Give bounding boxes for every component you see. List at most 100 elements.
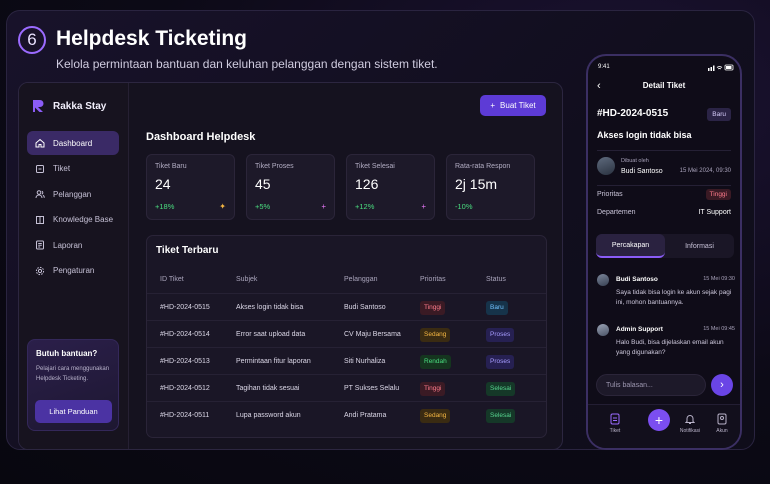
status-badge: Baru xyxy=(707,108,731,121)
home-icon xyxy=(35,138,45,148)
tab-percakapan[interactable]: Percakapan xyxy=(596,234,665,258)
sidebar-item-laporan[interactable]: Laporan xyxy=(27,233,119,257)
sidebar-item-pelanggan[interactable]: Pelanggan xyxy=(27,182,119,206)
create-ticket-button[interactable]: + Buat Tiket xyxy=(480,95,546,116)
priority-cell: Sedang xyxy=(420,402,451,429)
column-header[interactable]: Prioritas xyxy=(420,276,446,283)
recent-tickets-panel: Tiket Terbaru ID Tiket Subjek Pelanggan … xyxy=(146,235,547,438)
bell-icon xyxy=(675,413,705,425)
priority-cell: Sedang xyxy=(420,321,451,348)
avatar xyxy=(597,274,609,286)
sidebar-item-label: Knowledge Base xyxy=(53,215,114,224)
status-badge: Selesai xyxy=(486,381,516,396)
stat-card-new: Tiket Baru 24 +18% ✦ xyxy=(146,154,235,220)
author-name: Budi Santoso xyxy=(621,168,663,175)
ticket-icon xyxy=(35,164,45,174)
help-box: Butuh bantuan? Pelajari cara menggunakan… xyxy=(27,339,119,431)
priority-label: Prioritas xyxy=(597,191,623,198)
nav-item-tiket[interactable]: Tiket xyxy=(600,413,630,434)
ticket-subject: Tagihan tidak sesuai xyxy=(236,385,300,392)
help-title: Butuh bantuan? xyxy=(36,349,98,358)
stat-value: 24 xyxy=(155,176,171,192)
help-description: Pelajari cara menggunakan Helpdesk Ticke… xyxy=(36,366,110,382)
back-arrow-icon[interactable]: ‹ xyxy=(597,80,601,92)
new-ticket-fab-button[interactable]: + xyxy=(648,409,670,431)
sidebar-item-tiket[interactable]: Tiket xyxy=(27,157,119,181)
divider xyxy=(597,185,731,186)
sidebar-item-dashboard[interactable]: Dashboard xyxy=(27,131,119,155)
priority-cell: Tinggi xyxy=(420,294,446,321)
status-badge: Baru xyxy=(486,300,508,315)
table-row[interactable]: #HD-2024-0512 Tagihan tidak sesuai PT Su… xyxy=(147,374,546,401)
stat-card-process: Tiket Proses 45 +5% + xyxy=(246,154,335,220)
recent-tickets-title: Tiket Terbaru xyxy=(156,245,219,256)
user-icon xyxy=(707,413,737,425)
ticket-subject: Permintaan fitur laporan xyxy=(236,358,311,365)
stat-change: -10% xyxy=(455,202,473,211)
created-date: 15 Mei 2024, 09:30 xyxy=(679,168,731,174)
plus-icon: + xyxy=(421,202,426,211)
stat-change: +5% xyxy=(255,202,271,211)
status-badge: Selesai xyxy=(486,408,516,423)
ticket-id: #HD-2024-0512 xyxy=(160,385,210,392)
ticket-customer: Siti Nurhaliza xyxy=(344,358,386,365)
signal-wifi-battery-icon xyxy=(708,64,734,73)
reply-input[interactable]: Tulis balasan... xyxy=(596,374,706,396)
tab-informasi[interactable]: Informasi xyxy=(685,242,714,250)
message-author: Admin Support xyxy=(616,326,663,333)
phone-tabs: Percakapan Informasi xyxy=(596,234,734,258)
sidebar-item-pengaturan[interactable]: Pengaturan xyxy=(27,259,119,283)
ticket-subject: Error saat upload data xyxy=(236,331,306,338)
ticket-icon xyxy=(600,413,630,425)
column-header[interactable]: Status xyxy=(486,276,506,283)
status-badge: Proses xyxy=(486,354,515,369)
column-header[interactable]: Pelanggan xyxy=(344,276,378,283)
sidebar-item-label: Dashboard xyxy=(53,138,93,148)
users-icon xyxy=(35,189,45,199)
avatar xyxy=(597,157,615,175)
sidebar-item-label: Pelanggan xyxy=(53,189,92,199)
brand[interactable]: Rakka Stay xyxy=(33,99,106,113)
main-content: + Buat Tiket Dashboard Helpdesk Tiket Ba… xyxy=(129,83,562,449)
view-guide-button[interactable]: Lihat Panduan xyxy=(35,400,112,423)
priority-badge: Rendah xyxy=(420,354,451,369)
mobile-app: 9:41 ‹ Detail Tiket #HD-2024-0515 Baru A… xyxy=(586,54,742,450)
send-arrow-icon: › xyxy=(720,379,724,391)
sidebar-nav: Dashboard Tiket Pelanggan Knowledge Base… xyxy=(27,131,119,284)
ticket-customer: Budi Santoso xyxy=(344,304,386,311)
nav-item-akun[interactable]: Akun xyxy=(707,413,737,434)
ticket-customer: Andi Pratama xyxy=(344,412,387,419)
nav-label: Tiket xyxy=(609,428,621,434)
create-ticket-label: Buat Tiket xyxy=(500,101,536,110)
send-button[interactable]: › xyxy=(711,374,733,396)
department-label: Departemen xyxy=(597,209,636,216)
table-row[interactable]: #HD-2024-0513 Permintaan fitur laporan S… xyxy=(147,347,546,374)
priority-badge: Tinggi xyxy=(705,189,731,200)
stat-label: Rata-rata Respon xyxy=(455,163,511,170)
table-row[interactable]: #HD-2024-0515 Akses login tidak bisa Bud… xyxy=(147,293,546,320)
avatar xyxy=(597,324,609,336)
status-badge: Proses xyxy=(486,327,515,342)
nav-item-notifikasi[interactable]: Notifikasi xyxy=(675,413,705,434)
ticket-customer: PT Sukses Selalu xyxy=(344,385,400,392)
ticket-subject: Akses login tidak bisa xyxy=(236,304,304,311)
message-time: 15 Mei 09:30 xyxy=(703,276,735,282)
status-cell: Selesai xyxy=(486,402,516,429)
priority-cell: Tinggi xyxy=(420,375,446,402)
table-row[interactable]: #HD-2024-0511 Lupa password akun Andi Pr… xyxy=(147,401,546,428)
dashboard-title: Dashboard Helpdesk xyxy=(146,131,256,143)
stat-label: Tiket Selesai xyxy=(355,163,395,170)
nav-label: Notifikasi xyxy=(679,428,701,434)
stat-change: +18% xyxy=(155,202,175,211)
brand-logo-icon xyxy=(33,99,45,113)
column-header[interactable]: Subjek xyxy=(236,276,258,283)
nav-label: Akun xyxy=(716,428,728,434)
department-row: Departemen IT Support xyxy=(597,209,731,216)
stat-label: Tiket Baru xyxy=(155,163,187,170)
divider xyxy=(597,150,731,151)
table-row[interactable]: #HD-2024-0514 Error saat upload data CV … xyxy=(147,320,546,347)
status-cell: Proses xyxy=(486,321,515,348)
column-header[interactable]: ID Tiket xyxy=(160,276,184,283)
phone-title: Detail Tiket xyxy=(642,81,686,90)
sidebar-item-knowledge-base[interactable]: Knowledge Base xyxy=(27,208,119,232)
